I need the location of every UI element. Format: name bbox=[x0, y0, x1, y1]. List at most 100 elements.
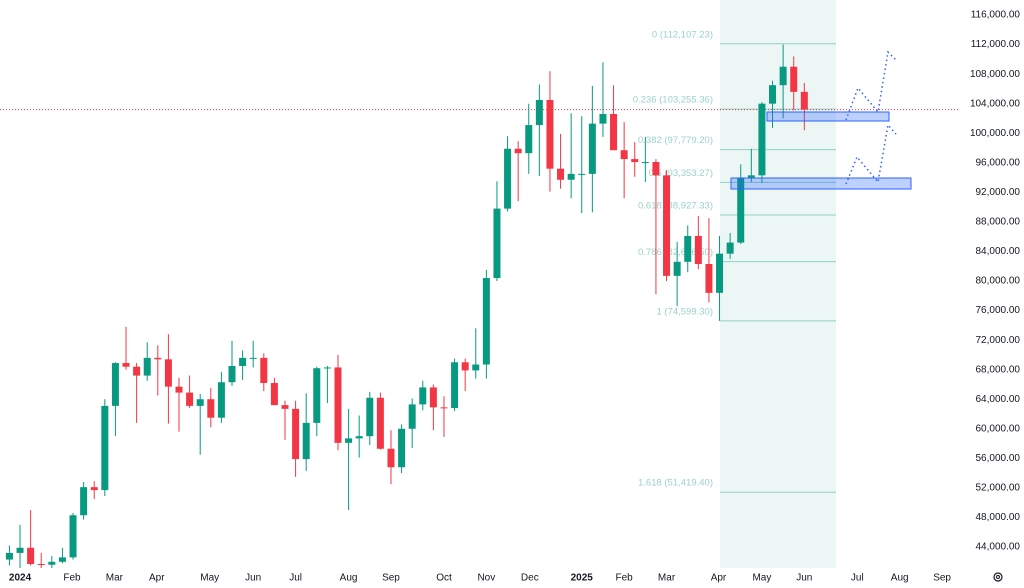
support-zone bbox=[730, 177, 912, 190]
y-tick-label: 76,000.00 bbox=[976, 305, 1021, 316]
x-tick-label: Apr bbox=[711, 573, 727, 584]
candle-body bbox=[154, 357, 162, 360]
x-tick-label: Oct bbox=[436, 573, 452, 584]
candle-body bbox=[186, 392, 194, 406]
y-tick-label: 56,000.00 bbox=[976, 453, 1021, 464]
y-tick-label: 44,000.00 bbox=[976, 542, 1021, 553]
candle-body bbox=[37, 564, 45, 566]
candle-body bbox=[228, 365, 236, 383]
candle-body bbox=[334, 367, 342, 443]
candle-body bbox=[58, 557, 66, 562]
candle-body bbox=[398, 428, 406, 468]
fib-label: 0.382 (97,779.20) bbox=[638, 135, 713, 146]
candle-body bbox=[313, 368, 321, 423]
x-tick-label: Dec bbox=[521, 573, 539, 584]
candle-body bbox=[482, 278, 490, 365]
fib-label: 0.5 (93,353.27) bbox=[649, 168, 713, 179]
candle-body bbox=[111, 363, 119, 406]
fib-label: 0.618 (88,927.33) bbox=[638, 201, 713, 212]
candle-body bbox=[769, 85, 777, 104]
y-tick-label: 60,000.00 bbox=[976, 423, 1021, 434]
candle-body bbox=[5, 552, 13, 560]
plot-area: 0 (112,107.23) 0.236 (103,255.36) 0.382 (9… bbox=[0, 0, 958, 568]
fib-label: 0 (112,107.23) bbox=[652, 29, 713, 40]
candle-body bbox=[366, 397, 374, 437]
projection-path bbox=[845, 123, 897, 185]
candle-body bbox=[694, 235, 702, 265]
candle-body bbox=[535, 99, 543, 126]
candle-body bbox=[737, 177, 745, 243]
fib-label: 1 (74,599.30) bbox=[656, 306, 713, 317]
candle-body bbox=[546, 99, 554, 169]
x-tick-label: Jun bbox=[245, 573, 261, 584]
candle-body bbox=[408, 404, 416, 429]
x-tick-label: Sep bbox=[933, 573, 951, 584]
x-tick-label: Jul bbox=[851, 573, 864, 584]
candle-body bbox=[101, 405, 109, 491]
candle-body bbox=[345, 438, 353, 443]
x-tick-label: Mar bbox=[658, 573, 676, 584]
y-tick-label: 64,000.00 bbox=[976, 394, 1021, 405]
candle-body bbox=[705, 264, 713, 293]
y-tick-label: 112,000.00 bbox=[971, 39, 1021, 50]
candle-body bbox=[260, 357, 268, 383]
y-tick-label: 108,000.00 bbox=[970, 69, 1020, 80]
candle-body bbox=[376, 397, 384, 449]
candle-body bbox=[514, 148, 522, 154]
y-tick-label: 96,000.00 bbox=[976, 157, 1021, 168]
candle-body bbox=[164, 359, 172, 387]
candle-body bbox=[800, 91, 808, 110]
candle-body bbox=[281, 405, 289, 409]
y-tick-label: 52,000.00 bbox=[976, 483, 1021, 494]
candle-body bbox=[726, 242, 734, 254]
candle-body bbox=[292, 408, 300, 460]
candle-body bbox=[440, 407, 448, 409]
x-tick-label: May bbox=[200, 573, 219, 584]
x-tick-label: Feb bbox=[616, 573, 634, 584]
projection-path bbox=[845, 50, 897, 121]
candle-body bbox=[90, 487, 98, 491]
candle-body bbox=[641, 162, 649, 164]
candle-body bbox=[599, 114, 607, 124]
candle-body bbox=[80, 487, 88, 516]
x-tick-label: Sep bbox=[382, 573, 400, 584]
y-tick-label: 68,000.00 bbox=[976, 364, 1021, 375]
y-tick-label: 100,000.00 bbox=[970, 128, 1020, 139]
candle-body bbox=[16, 547, 24, 553]
candle-body bbox=[355, 436, 363, 439]
y-tick-label: 92,000.00 bbox=[976, 187, 1021, 198]
candle-body bbox=[747, 175, 755, 178]
candle-body bbox=[779, 66, 787, 86]
candle-body bbox=[652, 162, 660, 176]
y-tick-label: 48,000.00 bbox=[976, 512, 1021, 523]
candle-body bbox=[663, 175, 671, 276]
candle-body bbox=[461, 362, 469, 371]
candle-body bbox=[122, 363, 130, 367]
candle-body bbox=[504, 148, 512, 209]
candle-body bbox=[175, 386, 183, 393]
candle-body bbox=[620, 150, 628, 160]
x-tick-label: Aug bbox=[340, 573, 358, 584]
x-tick-label: Mar bbox=[106, 573, 124, 584]
candle-body bbox=[387, 448, 395, 468]
candle-body bbox=[610, 114, 618, 151]
candle-body bbox=[270, 382, 278, 406]
candle-body bbox=[684, 235, 692, 262]
candle-body bbox=[716, 253, 724, 293]
fib-label: 0.786 (82,626.50) bbox=[638, 247, 713, 258]
x-tick-label: Apr bbox=[149, 573, 165, 584]
candle-body bbox=[631, 159, 639, 163]
x-tick-label: 2025 bbox=[571, 573, 594, 584]
support-zone bbox=[766, 111, 890, 122]
fib-label: 0.236 (103,255.36) bbox=[633, 95, 713, 106]
candle-body bbox=[472, 364, 480, 371]
y-tick-label: 104,000.00 bbox=[970, 98, 1020, 109]
x-tick-label: Nov bbox=[477, 573, 495, 584]
candle-body bbox=[143, 357, 151, 376]
settings-icon[interactable] bbox=[993, 572, 1003, 582]
y-tick-label: 80,000.00 bbox=[976, 276, 1021, 287]
candle-body bbox=[249, 357, 257, 359]
x-tick-label: 2024 bbox=[9, 573, 32, 584]
candle-body bbox=[588, 123, 596, 174]
